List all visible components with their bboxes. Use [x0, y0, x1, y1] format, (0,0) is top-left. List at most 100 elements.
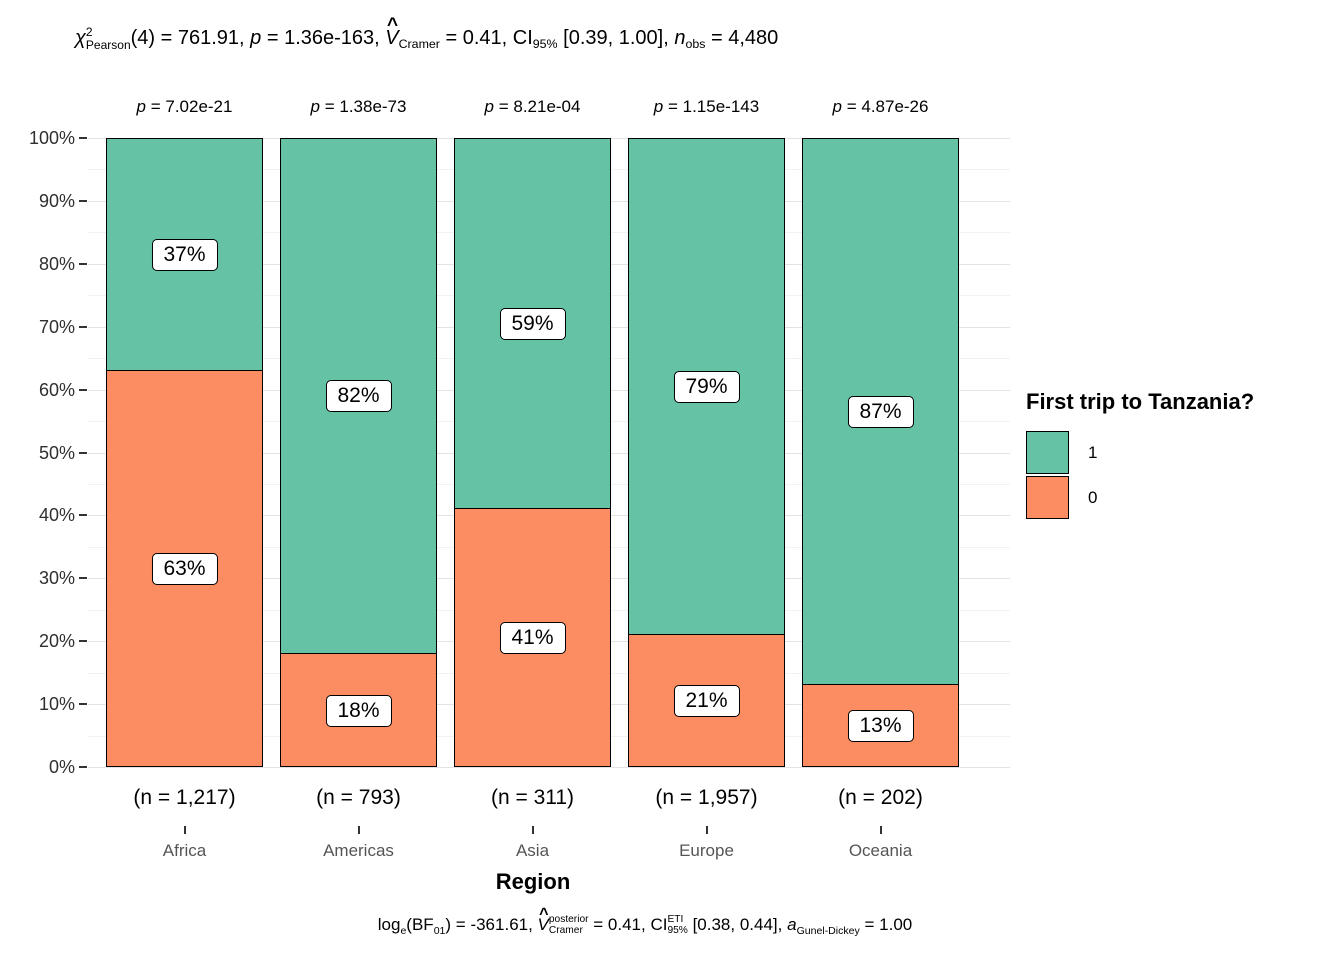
x-axis-tick	[531, 826, 534, 834]
x-axis-category-label: Oceania	[848, 841, 913, 860]
p-symbol: p	[136, 97, 146, 116]
text-segment: p	[250, 26, 262, 49]
bar-percentage-label: 41%	[499, 622, 566, 654]
sample-size-label: (n = 1,957)	[655, 786, 758, 809]
bar-percentage-label: 18%	[325, 695, 392, 727]
y-axis-tick	[79, 263, 87, 265]
supsub-text: ETI 95%	[667, 914, 688, 936]
text-segment: log	[377, 915, 401, 935]
text-segment: = 1.36e-163,	[261, 26, 386, 49]
p-value-label: p = 1.38e-73	[311, 97, 407, 117]
y-axis-tick-label: 100%	[28, 128, 75, 148]
y-axis-tick-label: 0%	[48, 757, 75, 777]
p-value-label: p = 7.02e-21	[137, 97, 233, 117]
p-symbol: p	[484, 97, 494, 116]
y-axis-tick-label: 80%	[38, 254, 75, 274]
supsub-text: 2 Pearson	[85, 25, 131, 52]
y-axis-tick	[79, 766, 87, 768]
bar-percentage-label: 59%	[499, 308, 566, 340]
text-segment: Cramer	[398, 37, 440, 52]
x-axis-category-label: Africa	[162, 841, 207, 860]
x-axis-tick	[183, 826, 186, 834]
sample-size-label: (n = 1,217)	[133, 786, 236, 809]
bar-group-europe: 79% 21%	[628, 138, 785, 767]
x-axis-tick	[705, 826, 708, 834]
p-symbol: p	[310, 97, 320, 116]
text-segment: V	[538, 915, 549, 935]
y-axis-tick-label: 30%	[38, 568, 75, 588]
bar-percentage-label: 82%	[325, 380, 392, 412]
text-segment: [0.39, 1.00],	[557, 26, 675, 49]
y-axis-tick	[79, 389, 87, 391]
p-value-text: = 1.38e-73	[319, 97, 407, 116]
text-segment: 95%	[532, 37, 558, 52]
bar-percentage-label: 63%	[151, 553, 218, 585]
p-symbol: p	[832, 97, 842, 116]
x-axis-category-label: Asia	[515, 841, 550, 860]
p-value-label: p = 1.15e-143	[654, 97, 759, 117]
text-segment: χ	[75, 26, 86, 49]
y-axis-tick	[79, 326, 87, 328]
legend-item: 1	[1026, 430, 1254, 475]
p-value-text: = 8.21e-04	[493, 97, 581, 116]
text-segment: (4) = 761.91,	[130, 26, 251, 49]
p-value-text: = 4.87e-26	[841, 97, 929, 116]
text-segment: n	[674, 26, 686, 49]
legend-item: 0	[1026, 475, 1254, 520]
bar-segment-first-trip-0	[802, 684, 959, 767]
y-axis-tick-label: 50%	[38, 443, 75, 463]
bar-group-asia: 59% 41%	[454, 138, 611, 767]
x-axis-title: Region	[495, 869, 571, 894]
p-value-text: = 7.02e-21	[145, 97, 233, 116]
text-segment: Gunel-Dickey	[796, 924, 860, 937]
y-axis-tick	[79, 703, 87, 705]
y-axis-tick	[79, 514, 87, 516]
text-segment: e	[400, 924, 407, 937]
bar-percentage-label: 87%	[847, 396, 914, 428]
y-axis-tick-label: 10%	[38, 694, 75, 714]
gridline-major	[88, 767, 1010, 768]
text-segment: [0.38, 0.44],	[687, 915, 788, 935]
legend-title: First trip to Tanzania?	[1026, 389, 1255, 414]
sample-size-label: (n = 202)	[838, 786, 923, 809]
y-axis-tick	[79, 640, 87, 642]
p-value-label: p = 8.21e-04	[485, 97, 581, 117]
bar-group-africa: 37% 63%	[106, 138, 263, 767]
p-symbol: p	[653, 97, 664, 116]
bar-percentage-label: 21%	[673, 685, 740, 717]
legend-item-label: 1	[1088, 442, 1098, 462]
text-segment: V	[385, 27, 398, 50]
text-segment: = 1.00	[859, 915, 913, 935]
bar-percentage-label: 13%	[847, 710, 914, 742]
text-segment: = 0.41, CI	[439, 26, 533, 49]
y-axis-tick-label: 90%	[38, 191, 75, 211]
p-value-label: p = 4.87e-26	[833, 97, 929, 117]
y-axis-tick-label: 40%	[38, 505, 75, 525]
x-axis-category-label: Americas	[323, 841, 394, 860]
text-segment: = 4,480	[705, 26, 779, 49]
y-axis-tick	[79, 137, 87, 139]
text-segment: = 0.41, CI	[588, 915, 668, 935]
x-axis-category-label: Europe	[679, 841, 734, 860]
sample-size-label: (n = 311)	[490, 786, 575, 809]
text-segment: 01	[433, 924, 446, 937]
supsub-text: posterior Cramer	[548, 914, 589, 936]
sample-size-label: (n = 793)	[316, 786, 401, 809]
bar-group-oceania: 87% 13%	[802, 138, 959, 767]
y-axis-tick	[79, 577, 87, 579]
y-axis-tick-label: 60%	[38, 380, 75, 400]
bar-percentage-label: 79%	[673, 371, 740, 403]
y-axis-tick	[79, 452, 87, 454]
legend-item-label: 0	[1088, 487, 1098, 507]
bar-group-americas: 82% 18%	[280, 138, 437, 767]
x-axis-tick	[357, 826, 360, 834]
y-axis-tick	[79, 200, 87, 202]
p-value-text: = 1.15e-143	[663, 97, 760, 116]
text-segment: a	[787, 915, 797, 935]
bar-percentage-label: 37%	[151, 239, 218, 271]
